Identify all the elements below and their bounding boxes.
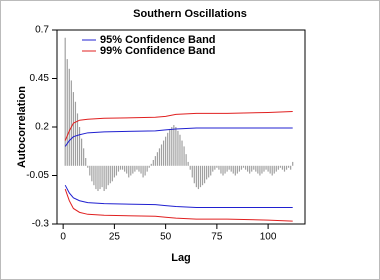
x-axis-label: Lag xyxy=(171,252,191,264)
y-tick-label: -0.3 xyxy=(32,219,50,230)
y-tick-label: 0.2 xyxy=(35,122,49,133)
x-tick-label: 50 xyxy=(160,232,172,243)
x-tick-label: 0 xyxy=(60,232,66,243)
legend-label: 99% Confidence Band xyxy=(100,45,216,57)
y-tick-label: -0.05 xyxy=(26,170,49,181)
y-tick-label: 0.7 xyxy=(35,25,49,36)
confidence-band xyxy=(64,110,293,141)
confidence-band xyxy=(64,184,293,209)
x-tick-label: 100 xyxy=(260,232,277,243)
legend-label: 95% Confidence Band xyxy=(100,34,216,46)
y-tick-label: 0.45 xyxy=(30,73,50,84)
x-tick-label: 25 xyxy=(109,232,121,243)
y-axis-label: Autocorrelation xyxy=(16,86,28,168)
confidence-band xyxy=(64,188,293,222)
confidence-band xyxy=(64,127,293,147)
chart-title: Southern Oscillations xyxy=(133,8,247,20)
x-tick-label: 75 xyxy=(211,232,223,243)
